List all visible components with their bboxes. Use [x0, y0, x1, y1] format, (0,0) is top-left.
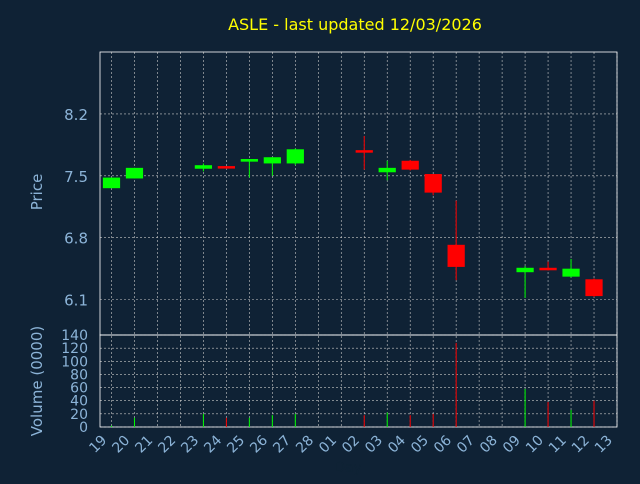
candle-body [562, 268, 580, 277]
price-tick-label: 7.5 [64, 168, 88, 186]
volume-tick-label: 140 [61, 328, 88, 344]
price-tick-label: 8.2 [64, 106, 88, 124]
price-tick-label: 6.1 [64, 292, 88, 310]
price-axis-label: Price [28, 174, 46, 211]
candle-body [240, 159, 258, 162]
x-axis-label: Day [334, 460, 362, 476]
price-tick-label: 6.8 [64, 230, 88, 248]
candle-body [539, 267, 557, 271]
volume-tick-label: 100 [61, 354, 88, 370]
volume-tick-label: 0 [79, 420, 88, 436]
candle-body [194, 165, 213, 169]
candle-body [585, 279, 603, 297]
candle-body [125, 167, 144, 179]
candle-body [263, 157, 281, 164]
candle-body [401, 160, 419, 170]
volume-panel-frame [99, 334, 618, 428]
volume-tick-label: 40 [70, 394, 88, 410]
chart-title: ASLE - last updated 12/03/2026 [228, 15, 482, 34]
volume-axis-label: Volume (0000) [28, 326, 46, 436]
candle-body [102, 177, 121, 189]
volume-tick-label: 80 [70, 367, 88, 383]
candle-body [516, 267, 534, 273]
candle-body [424, 174, 442, 193]
candle-body [217, 166, 235, 169]
candle-body [355, 150, 373, 153]
volume-tick-label: 20 [70, 407, 88, 423]
volume-tick-label: 120 [61, 341, 88, 357]
candle-body [286, 149, 304, 164]
volume-tick-label: 60 [70, 381, 88, 397]
candle-body [378, 167, 396, 173]
candle-body [447, 244, 465, 267]
